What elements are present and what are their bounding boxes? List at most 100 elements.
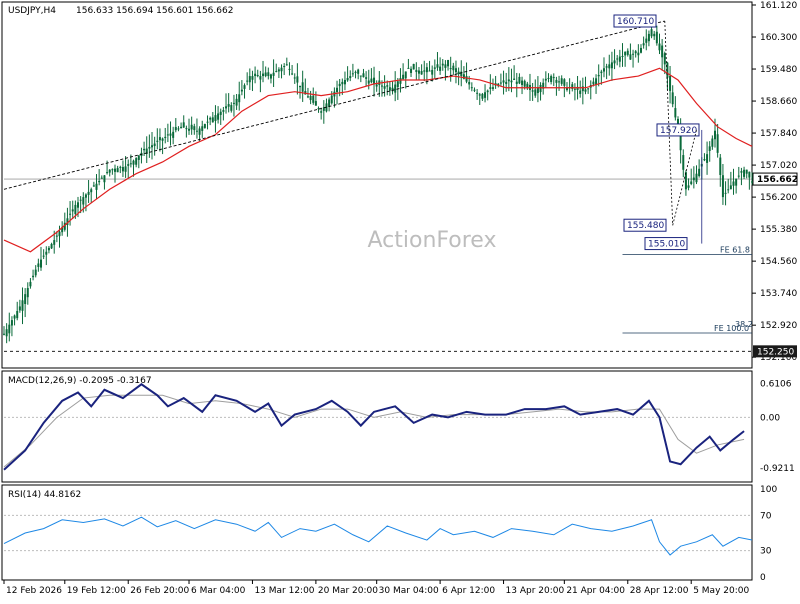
- candle-body: [132, 160, 135, 165]
- candle-body: [491, 87, 494, 89]
- candle-body: [534, 89, 537, 96]
- fib-level-label: FE 61.8: [720, 246, 750, 255]
- candle-body: [610, 62, 613, 69]
- candle-body: [373, 77, 376, 84]
- candle-body: [254, 73, 257, 77]
- macd-panel: [1, 370, 753, 483]
- time-axis: 12 Feb 2026 19 Feb 12:00 26 Feb 20:00 6 Mar…: [3, 580, 749, 596]
- candle-body: [63, 222, 66, 230]
- candle-body: [655, 31, 658, 44]
- rsi-tick-label: 70: [760, 511, 772, 521]
- rsi-title: RSI(14) 44.8162: [8, 490, 81, 500]
- candle-body: [135, 158, 138, 165]
- price-tick-label: 157.020: [760, 161, 797, 171]
- candle-body: [40, 259, 43, 268]
- candles: [3, 20, 753, 344]
- candle-body: [600, 71, 603, 74]
- price-annotation-label: 157.920: [660, 126, 697, 136]
- candle-body: [470, 87, 473, 89]
- candle-body: [190, 124, 193, 130]
- candle-body: [225, 106, 228, 109]
- candle-body: [383, 86, 386, 89]
- rsi-panel: [1, 484, 753, 581]
- candle-body: [283, 66, 286, 68]
- candle-body: [457, 71, 460, 75]
- candle-body: [674, 108, 677, 118]
- price-tick-label: 157.840: [760, 129, 797, 139]
- price-tick-label: 155.380: [760, 225, 797, 235]
- candle-body: [92, 185, 95, 187]
- candle-body: [230, 105, 233, 111]
- candle-body: [222, 110, 225, 112]
- candle-body: [526, 83, 529, 89]
- candle-body: [587, 88, 590, 90]
- candle-body: [177, 128, 180, 130]
- candle-body: [484, 92, 487, 98]
- price-tick-label: 152.100: [760, 353, 797, 363]
- candle-body: [410, 68, 413, 73]
- rsi-tick-label: 0: [760, 573, 766, 583]
- price-annotation-box: [613, 14, 657, 28]
- candle-body: [275, 71, 278, 73]
- candle-body: [645, 38, 648, 43]
- candle-body: [626, 50, 629, 55]
- candle-body: [703, 159, 706, 161]
- candle-body: [558, 81, 561, 83]
- candle-body: [203, 124, 206, 128]
- candle-body: [246, 80, 249, 82]
- candle-body: [444, 64, 447, 68]
- macd-main-line: [3, 383, 745, 471]
- candle-body: [713, 130, 716, 140]
- candle-body: [103, 175, 106, 183]
- candle-body: [100, 177, 103, 179]
- candle-body: [309, 95, 312, 101]
- candle-body: [359, 75, 362, 77]
- candle-body: [50, 243, 53, 249]
- candle-body: [137, 155, 140, 160]
- price-annotation-box: [644, 237, 688, 251]
- candle-body: [69, 213, 72, 215]
- candle-body: [365, 77, 368, 79]
- price-tick-label: 159.480: [760, 65, 797, 75]
- candle-body: [404, 71, 407, 79]
- candle-body: [328, 99, 331, 107]
- candle-body: [10, 320, 13, 326]
- candle-body: [182, 122, 185, 128]
- candle-body: [618, 56, 621, 62]
- candle-body: [481, 93, 484, 99]
- candle-body: [124, 166, 127, 172]
- candle-body: [95, 183, 98, 190]
- candle-body: [597, 74, 600, 77]
- candle-body: [349, 76, 352, 79]
- candle-body: [227, 104, 230, 107]
- candle-body: [737, 175, 740, 177]
- candle-body: [740, 171, 743, 173]
- candle-body: [650, 29, 653, 37]
- candle-body: [98, 180, 101, 183]
- candle-body: [87, 191, 90, 195]
- candle-body: [436, 64, 439, 68]
- candle-body: [198, 128, 201, 135]
- macd-tick-label: 0.00: [760, 413, 780, 423]
- candle-body: [380, 85, 383, 87]
- candle-body: [431, 69, 434, 75]
- candle-body: [724, 192, 727, 194]
- current-price-label: 156.662: [757, 175, 798, 185]
- price-annotation-label: 155.480: [627, 221, 664, 231]
- candle-body: [748, 171, 751, 178]
- candle-body: [314, 101, 317, 106]
- candle-body: [164, 136, 167, 138]
- candle-body: [743, 169, 746, 177]
- candle-body: [219, 111, 222, 115]
- candle-body: [581, 86, 584, 92]
- candle-body: [658, 43, 661, 51]
- price-lines: FE 61.8 FE 100.038.2: [3, 20, 753, 334]
- candle-body: [671, 92, 674, 105]
- time-tick-label: 12 Feb 2026: [6, 586, 62, 596]
- candle-body: [550, 76, 553, 82]
- candle-body: [26, 288, 29, 298]
- time-tick-label: 30 Mar 04:00: [379, 586, 439, 596]
- candle-body: [629, 54, 632, 60]
- candle-body: [280, 67, 283, 72]
- candle-body: [262, 73, 265, 77]
